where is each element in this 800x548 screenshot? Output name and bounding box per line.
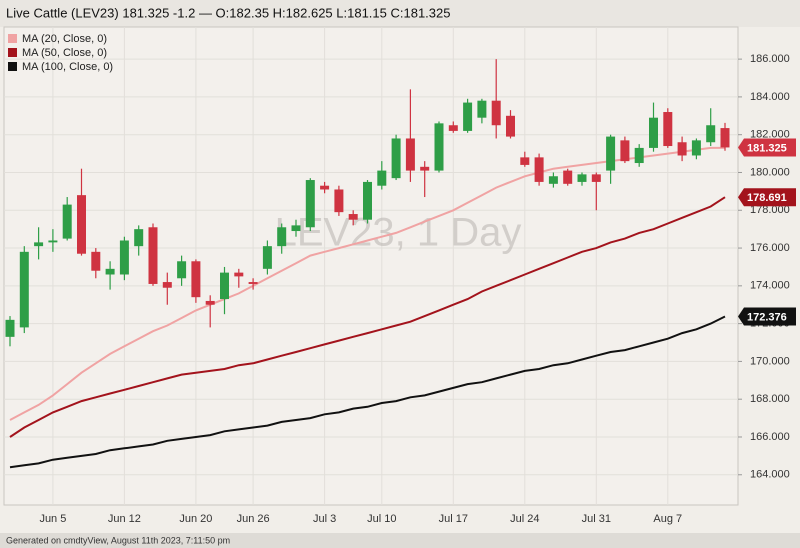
candle-body: [491, 100, 501, 126]
candle-body: [477, 100, 487, 118]
candle-body: [19, 251, 29, 328]
y-tick-label: 168.000: [750, 393, 790, 405]
candle-body: [134, 229, 144, 247]
candle-body: [463, 102, 473, 131]
candle-body: [706, 125, 716, 143]
candle-body: [262, 246, 272, 269]
candle-body: [177, 261, 187, 279]
price-tag-label: 181.325: [747, 142, 787, 154]
y-tick-label: 166.000: [750, 431, 790, 443]
x-tick-label: Jul 31: [582, 513, 611, 525]
candle-body: [720, 128, 730, 148]
candle-body: [148, 227, 158, 284]
candle-body: [420, 166, 430, 171]
candle-body: [663, 112, 673, 147]
header-bar: [0, 0, 800, 27]
candle-body: [506, 115, 515, 137]
chart-title: Live Cattle (LEV23) 181.325 -1.2 — O:182…: [6, 5, 450, 20]
candle-body: [434, 123, 444, 171]
footer: Generated on cmdtyView, August 11th 2023…: [6, 535, 230, 545]
candle-body: [191, 261, 201, 298]
candle-body: [649, 117, 658, 148]
price-tag-label: 172.376: [747, 311, 787, 323]
candle-body: [363, 181, 372, 220]
x-tick-label: Jul 24: [510, 513, 539, 525]
footer-bar: [0, 533, 800, 548]
candle-body: [620, 140, 630, 162]
candle-body: [34, 242, 44, 247]
candle-body: [248, 282, 258, 284]
price-tag-label: 178.691: [747, 192, 787, 204]
candle-body: [5, 319, 15, 337]
candle-body: [677, 142, 687, 156]
legend-label: MA (20, Close, 0): [22, 33, 107, 45]
x-tick-label: Aug 7: [653, 513, 682, 525]
candle-body: [277, 227, 287, 247]
candle-body: [220, 272, 229, 300]
candle-body: [91, 251, 101, 271]
legend-swatch: [8, 48, 17, 57]
candle-body: [291, 225, 301, 232]
y-tick-label: 180.000: [750, 166, 790, 178]
x-tick-label: Jul 10: [367, 513, 396, 525]
legend-label: MA (50, Close, 0): [22, 47, 107, 59]
y-tick-label: 170.000: [750, 355, 790, 367]
ma-line: [9, 315, 726, 469]
legend-swatch: [8, 34, 17, 43]
price-tag: [738, 138, 796, 157]
candle-body: [448, 125, 458, 131]
candle-body: [320, 185, 330, 190]
candle-body: [119, 240, 129, 275]
candle-body: [534, 157, 544, 182]
price-tag: [738, 188, 796, 207]
y-tick-label: 176.000: [750, 242, 790, 254]
price-tag: [738, 307, 796, 326]
candle-body: [234, 272, 244, 277]
x-tick-label: Jun 26: [237, 513, 270, 525]
candle-body: [205, 300, 215, 305]
x-tick-label: Jul 3: [313, 513, 336, 525]
y-tick-label: 186.000: [750, 53, 790, 65]
candle-body: [77, 195, 86, 254]
candle-body: [62, 204, 72, 239]
y-tick-label: 174.000: [750, 280, 790, 292]
candle-body: [162, 282, 172, 288]
plot-area: [3, 26, 739, 506]
candle-body: [391, 138, 401, 179]
y-tick-label: 164.000: [750, 469, 790, 481]
candle-body: [334, 189, 344, 213]
y-tick-label: 182.000: [750, 129, 790, 141]
candle-body: [591, 174, 601, 182]
candle-body: [520, 157, 530, 165]
candle-body: [105, 268, 115, 275]
candle-body: [377, 170, 387, 186]
candle-body: [548, 176, 558, 184]
legend-swatch: [8, 62, 17, 71]
candle-body: [606, 136, 616, 171]
ma-line: [9, 146, 725, 421]
y-tick-label: 184.000: [750, 91, 790, 103]
legend-label: MA (100, Close, 0): [22, 61, 113, 73]
x-tick-label: Jun 5: [39, 513, 66, 525]
candle-body: [48, 240, 58, 243]
candle-body: [348, 214, 358, 220]
candle-body: [577, 174, 587, 182]
x-tick-label: Jun 20: [179, 513, 212, 525]
candle-body: [691, 140, 701, 156]
candle-body: [405, 138, 415, 171]
candle-body: [634, 147, 644, 164]
x-tick-label: Jul 17: [439, 513, 468, 525]
x-tick-label: Jun 12: [108, 513, 141, 525]
ma-line: [9, 196, 726, 438]
candle-body: [563, 170, 573, 184]
candle-body: [305, 180, 315, 228]
y-tick-label: 178.000: [750, 204, 790, 216]
